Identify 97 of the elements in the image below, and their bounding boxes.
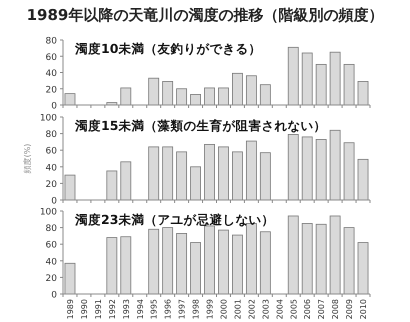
y-tick-label: 20 [46,85,58,96]
bar [288,216,299,294]
annotation: 濁度15未満（藻類の生育が阻害されない） [74,118,326,133]
bar [204,226,215,294]
annotation: 濁度10未満（友釣りができる） [74,41,262,56]
y-tick-label: 0 [51,102,58,112]
x-tick-label: 1996 [164,299,173,320]
bar [260,152,271,200]
bar [218,146,229,200]
y-tick-label: 20 [46,274,58,284]
bar [162,146,174,200]
x-tick-label: 1997 [178,299,187,320]
bar [120,88,132,106]
x-tick-label: 1989 [66,299,75,320]
bar [316,64,327,106]
bar [64,262,76,294]
bar [148,78,160,106]
x-tick-label: 2009 [345,299,354,320]
x-tick-label: 2006 [303,299,312,320]
y-tick-label: 40 [46,163,58,174]
y-tick-label: 20 [46,180,58,190]
bar [330,216,341,294]
bar [358,242,368,294]
bar [302,136,313,200]
x-tick-label: 2007 [317,299,326,320]
x-tick-label: 2010 [359,299,368,320]
bar [330,52,341,106]
x-tick-label: 2000 [219,299,228,320]
bar [358,158,368,200]
bar [176,151,188,200]
bar [316,224,327,294]
bar [232,72,243,106]
y-tick-label: 60 [46,146,58,157]
bar [190,94,201,106]
x-tick-label: 1990 [80,299,89,320]
bar [176,233,188,294]
x-tick-label: 1999 [206,299,215,320]
bar [344,64,354,106]
y-tick-label: 100 [40,114,58,124]
y-tick-label: 40 [46,69,58,79]
bar [246,75,257,106]
bar [330,130,341,200]
x-tick-label: 1995 [150,299,159,320]
bar [64,174,76,200]
x-tick-label: 2002 [247,299,256,320]
y-axis-title: 頻度(%) [23,144,32,174]
bar [120,236,132,294]
x-tick-label: 1991 [94,299,103,320]
bar [204,144,215,200]
bar [176,88,188,106]
bar [260,231,271,294]
x-tick-label: 1994 [136,299,145,320]
annotation: 濁度23未満（アユが忌避しない） [74,212,274,227]
bar [64,93,76,106]
bar [358,81,368,106]
y-tick-label: 60 [46,52,58,63]
chart-title: 1989年以降の天竜川の濁度の推移（階級別の頻度） [26,6,384,24]
bar [218,230,229,294]
bar [288,46,299,106]
y-tick-label: 80 [46,224,58,234]
bar [218,88,229,106]
y-tick-label: 40 [46,257,58,268]
x-tick-label: 1992 [108,299,117,320]
bar [148,228,160,294]
bar [246,223,257,294]
x-tick-label: 2005 [289,299,298,320]
x-tick-label: 2004 [275,299,284,320]
bar [232,234,243,294]
bar [204,88,215,106]
bar [302,223,313,294]
x-tick-label: 1993 [122,299,131,320]
bar [162,227,174,294]
y-tick-label: 80 [46,36,58,46]
bar [288,134,299,200]
bar [106,237,118,294]
x-tick-label: 2008 [331,299,340,320]
bar [316,139,327,200]
y-tick-label: 0 [51,196,58,206]
bar [190,242,201,294]
y-tick-label: 80 [46,130,58,140]
bar [344,142,354,200]
x-tick-label: 2001 [233,299,242,320]
bar [106,170,118,200]
bar [246,140,257,200]
y-tick-label: 60 [46,240,58,251]
bar [260,84,271,106]
bar [344,227,354,294]
bar [190,166,201,200]
bar [120,161,132,200]
y-tick-label: 100 [40,208,58,218]
x-tick-label: 1998 [192,299,201,320]
bar [232,151,243,200]
bar [302,52,313,106]
y-tick-label: 0 [51,290,58,300]
bar [162,81,174,106]
x-tick-label: 2003 [261,299,270,320]
bar [148,146,160,200]
